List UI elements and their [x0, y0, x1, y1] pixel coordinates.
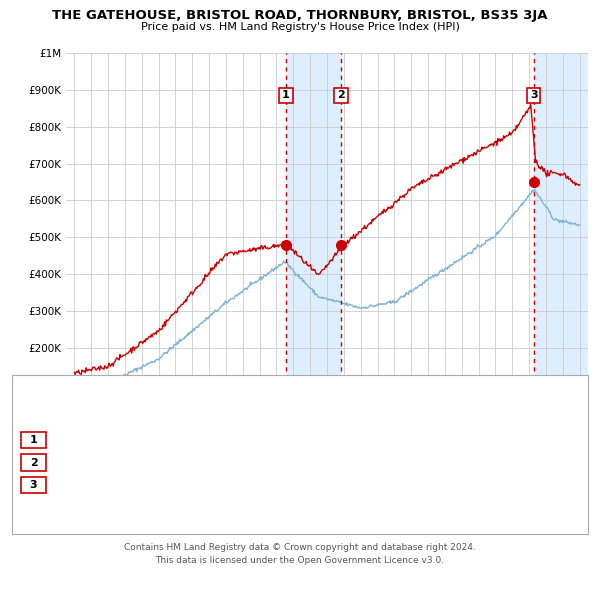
Text: This data is licensed under the Open Government Licence v3.0.: This data is licensed under the Open Gov… — [155, 556, 445, 565]
Bar — [286, 53, 341, 421]
Text: 08-APR-2022: 08-APR-2022 — [60, 480, 132, 490]
Text: 24% ↑ HPI: 24% ↑ HPI — [312, 480, 371, 490]
Text: Price paid vs. HM Land Registry's House Price Index (HPI): Price paid vs. HM Land Registry's House … — [140, 22, 460, 32]
Text: 3: 3 — [30, 480, 37, 490]
Text: 25-JUL-2007: 25-JUL-2007 — [60, 435, 128, 445]
Text: Contains HM Land Registry data © Crown copyright and database right 2024.: Contains HM Land Registry data © Crown c… — [124, 543, 476, 552]
Text: £480,000: £480,000 — [192, 458, 245, 467]
Text: HPI: Average price, detached house, South Gloucestershire: HPI: Average price, detached house, Sout… — [57, 410, 346, 419]
Text: £650,000: £650,000 — [192, 480, 245, 490]
Text: 48% ↑ HPI: 48% ↑ HPI — [312, 435, 371, 445]
Text: THE GATEHOUSE, BRISTOL ROAD, THORNBURY, BRISTOL, BS35 3JA (detached house): THE GATEHOUSE, BRISTOL ROAD, THORNBURY, … — [57, 388, 473, 397]
Text: 62% ↑ HPI: 62% ↑ HPI — [312, 458, 371, 467]
Bar — [533, 53, 588, 421]
Text: 1: 1 — [30, 435, 37, 445]
Text: 01-NOV-2010: 01-NOV-2010 — [60, 458, 134, 467]
Text: 2: 2 — [337, 90, 345, 100]
Text: £480,000: £480,000 — [192, 435, 245, 445]
Text: 2: 2 — [30, 458, 37, 467]
Text: THE GATEHOUSE, BRISTOL ROAD, THORNBURY, BRISTOL, BS35 3JA: THE GATEHOUSE, BRISTOL ROAD, THORNBURY, … — [52, 9, 548, 22]
Text: 1: 1 — [282, 90, 290, 100]
Text: 3: 3 — [530, 90, 538, 100]
